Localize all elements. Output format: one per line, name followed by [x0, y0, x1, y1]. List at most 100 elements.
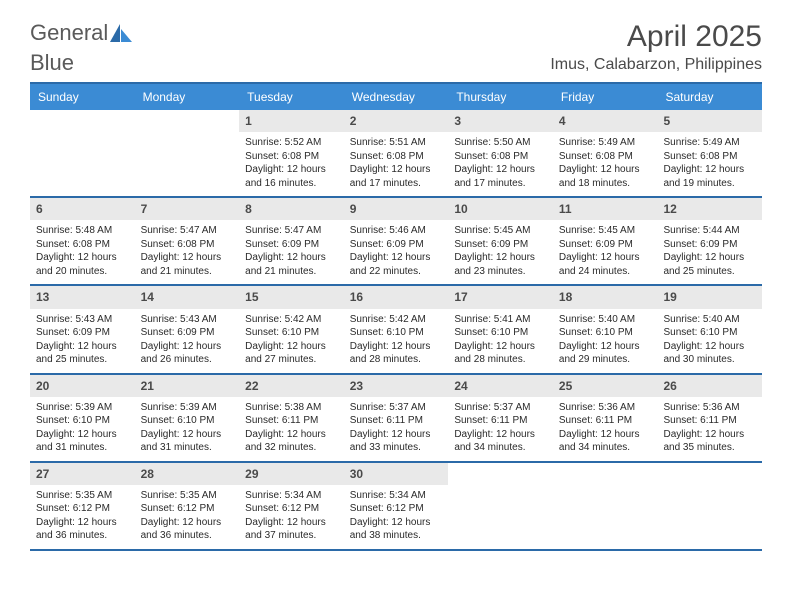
sunset-text: Sunset: 6:09 PM — [454, 238, 547, 252]
sunset-text: Sunset: 6:09 PM — [559, 238, 652, 252]
day-number: 9 — [344, 198, 449, 220]
day-cell: 30Sunrise: 5:34 AMSunset: 6:12 PMDayligh… — [344, 463, 449, 549]
day-cell: 10Sunrise: 5:45 AMSunset: 6:09 PMDayligh… — [448, 198, 553, 284]
day-number: 24 — [448, 375, 553, 397]
sunset-text: Sunset: 6:10 PM — [245, 326, 338, 340]
day-number: 6 — [30, 198, 135, 220]
sunrise-text: Sunrise: 5:39 AM — [36, 401, 129, 415]
sunset-text: Sunset: 6:12 PM — [36, 502, 129, 516]
day-body: Sunrise: 5:46 AMSunset: 6:09 PMDaylight:… — [344, 220, 449, 284]
day-number: 25 — [553, 375, 658, 397]
daylight-text: Daylight: 12 hours and 38 minutes. — [350, 516, 443, 543]
day-cell: 24Sunrise: 5:37 AMSunset: 6:11 PMDayligh… — [448, 375, 553, 461]
day-number: 20 — [30, 375, 135, 397]
day-body: Sunrise: 5:49 AMSunset: 6:08 PMDaylight:… — [553, 132, 658, 196]
day-cell — [448, 463, 553, 549]
day-number: 2 — [344, 110, 449, 132]
daylight-text: Daylight: 12 hours and 36 minutes. — [141, 516, 234, 543]
day-body: Sunrise: 5:45 AMSunset: 6:09 PMDaylight:… — [448, 220, 553, 284]
logo-text: General — [30, 20, 108, 46]
day-number: 29 — [239, 463, 344, 485]
daylight-text: Daylight: 12 hours and 27 minutes. — [245, 340, 338, 367]
daylight-text: Daylight: 12 hours and 28 minutes. — [454, 340, 547, 367]
location: Imus, Calabarzon, Philippines — [550, 56, 762, 74]
sunset-text: Sunset: 6:10 PM — [663, 326, 756, 340]
day-cell: 14Sunrise: 5:43 AMSunset: 6:09 PMDayligh… — [135, 286, 240, 372]
week-row: 13 Sunrise: 5:43 AM Sunset: 6:09 PM Dayligh… — [30, 286, 762, 374]
sunrise-text: Sunrise: 5:40 AM — [559, 313, 652, 327]
day-body: Sunrise: 5:52 AMSunset: 6:08 PMDaylight:… — [239, 132, 344, 196]
day-cell: 15Sunrise: 5:42 AMSunset: 6:10 PMDayligh… — [239, 286, 344, 372]
sunrise-text: Sunrise: 5:36 AM — [559, 401, 652, 415]
day-number: 5 — [657, 110, 762, 132]
sunrise-text: Sunrise: 5:39 AM — [141, 401, 234, 415]
sunset-text: Sunset: 6:09 PM — [36, 326, 129, 340]
sunset-text: Sunset: 6:12 PM — [350, 502, 443, 516]
day-cell: 6 Sunrise: 5:48 AMSunset: 6:08 PMDaylight… — [30, 198, 135, 284]
sunrise-text: Sunrise: 5:37 AM — [454, 401, 547, 415]
sunrise-text: Sunrise: 5:43 AM — [141, 313, 234, 327]
day-number: 21 — [135, 375, 240, 397]
sunrise-text: Sunrise: 5:51 AM — [350, 136, 443, 150]
day-body: Sunrise: 5:42 AMSunset: 6:10 PMDaylight:… — [344, 309, 449, 373]
day-cell: 3Sunrise: 5:50 AMSunset: 6:08 PMDaylight… — [448, 110, 553, 196]
day-cell: 28Sunrise: 5:35 AMSunset: 6:12 PMDayligh… — [135, 463, 240, 549]
day-body: Sunrise: 5:37 AMSunset: 6:11 PMDaylight:… — [448, 397, 553, 461]
day-number: 13 — [30, 286, 135, 308]
week-row: 27Sunrise: 5:35 AMSunset: 6:12 PMDayligh… — [30, 463, 762, 551]
dayhead-sun: Sunday — [30, 84, 135, 110]
day-cell: 18Sunrise: 5:40 AMSunset: 6:10 PMDayligh… — [553, 286, 658, 372]
sunset-text: Sunset: 6:11 PM — [245, 414, 338, 428]
daylight-text: Daylight: 12 hours and 26 minutes. — [141, 340, 234, 367]
sunset-text: Sunset: 6:08 PM — [663, 150, 756, 164]
sunrise-text: Sunrise: 5:34 AM — [350, 489, 443, 503]
day-number: 15 — [239, 286, 344, 308]
day-cell: 1Sunrise: 5:52 AMSunset: 6:08 PMDaylight… — [239, 110, 344, 196]
day-number: 28 — [135, 463, 240, 485]
sunrise-text: Sunrise: 5:52 AM — [245, 136, 338, 150]
daylight-text: Daylight: 12 hours and 21 minutes. — [245, 251, 338, 278]
sunset-text: Sunset: 6:09 PM — [245, 238, 338, 252]
day-cell: 20Sunrise: 5:39 AMSunset: 6:10 PMDayligh… — [30, 375, 135, 461]
day-number: 7 — [135, 198, 240, 220]
day-number: 11 — [553, 198, 658, 220]
day-body: Sunrise: 5:44 AMSunset: 6:09 PMDaylight:… — [657, 220, 762, 284]
sunset-text: Sunset: 6:08 PM — [36, 238, 129, 252]
day-body: Sunrise: 5:38 AMSunset: 6:11 PMDaylight:… — [239, 397, 344, 461]
sunrise-text: Sunrise: 5:49 AM — [559, 136, 652, 150]
day-body: Sunrise: 5:35 AMSunset: 6:12 PMDaylight:… — [30, 485, 135, 549]
daylight-text: Daylight: 12 hours and 36 minutes. — [36, 516, 129, 543]
daylight-text: Daylight: 12 hours and 18 minutes. — [559, 163, 652, 190]
sunrise-text: Sunrise: 5:35 AM — [141, 489, 234, 503]
day-cell: 25Sunrise: 5:36 AMSunset: 6:11 PMDayligh… — [553, 375, 658, 461]
dayhead-wed: Wednesday — [344, 84, 449, 110]
daylight-text: Daylight: 12 hours and 17 minutes. — [350, 163, 443, 190]
sunrise-text: Sunrise: 5:36 AM — [663, 401, 756, 415]
daylight-text: Daylight: 12 hours and 31 minutes. — [141, 428, 234, 455]
sunset-text: Sunset: 6:09 PM — [350, 238, 443, 252]
dayhead-tue: Tuesday — [239, 84, 344, 110]
daylight-text: Daylight: 12 hours and 20 minutes. — [36, 251, 129, 278]
sunrise-text: Sunrise: 5:48 AM — [36, 224, 129, 238]
day-cell: 23Sunrise: 5:37 AMSunset: 6:11 PMDayligh… — [344, 375, 449, 461]
daylight-text: Daylight: 12 hours and 32 minutes. — [245, 428, 338, 455]
sunset-text: Sunset: 6:10 PM — [559, 326, 652, 340]
day-number: 27 — [30, 463, 135, 485]
day-body: Sunrise: 5:37 AMSunset: 6:11 PMDaylight:… — [344, 397, 449, 461]
day-number: 1 — [239, 110, 344, 132]
dayhead-fri: Friday — [553, 84, 658, 110]
sunset-text: Sunset: 6:10 PM — [141, 414, 234, 428]
day-number: 3 — [448, 110, 553, 132]
day-body: Sunrise: 5:45 AMSunset: 6:09 PMDaylight:… — [553, 220, 658, 284]
sunrise-text: Sunrise: 5:47 AM — [245, 224, 338, 238]
daylight-text: Daylight: 12 hours and 23 minutes. — [454, 251, 547, 278]
sunrise-text: Sunrise: 5:34 AM — [245, 489, 338, 503]
sunrise-text: Sunrise: 5:49 AM — [663, 136, 756, 150]
sunset-text: Sunset: 6:11 PM — [350, 414, 443, 428]
day-cell: 9Sunrise: 5:46 AMSunset: 6:09 PMDaylight… — [344, 198, 449, 284]
day-body: Sunrise: 5:42 AMSunset: 6:10 PMDaylight:… — [239, 309, 344, 373]
day-cell: 8 Sunrise: 5:47 AMSunset: 6:09 PMDaylight… — [239, 198, 344, 284]
sunset-text: Sunset: 6:09 PM — [663, 238, 756, 252]
sunset-text: Sunset: 6:08 PM — [350, 150, 443, 164]
day-number: 8 — [239, 198, 344, 220]
